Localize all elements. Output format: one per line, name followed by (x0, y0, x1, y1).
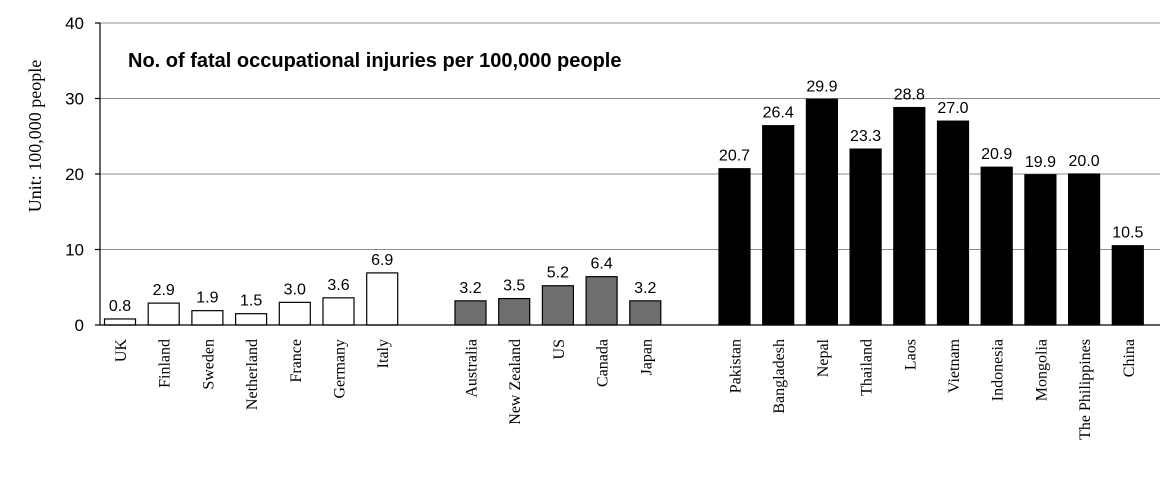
value-labels: 0.8 2.9 1.9 1.5 3.0 3.6 6.9 3.2 3.5 5.2 6.4 3.2 20.7… (109, 78, 1144, 315)
category-label-pakistan: Pakistan (728, 339, 745, 393)
bar-germany (322, 297, 355, 326)
value-label-france: 3.0 (284, 281, 306, 298)
bar-new-zealand (498, 297, 531, 326)
bar-france (278, 301, 311, 326)
category-label-thailand: Thailand (859, 339, 876, 396)
bar-pakistan (718, 168, 751, 326)
bar-italy (366, 272, 399, 326)
y-axis-title: Unit: 100,000 people (25, 60, 45, 212)
bar-finland (147, 302, 180, 326)
value-label-netherland: 1.5 (240, 293, 262, 310)
value-label-us: 5.2 (547, 265, 569, 282)
value-label-germany: 3.6 (327, 277, 349, 294)
category-label-australia: Australia (464, 339, 481, 398)
value-label-thailand: 23.3 (850, 128, 881, 145)
y-tick-label: 0 (75, 316, 84, 335)
bar-vietnam (936, 120, 970, 326)
category-label-us: US (551, 339, 568, 359)
y-tick-label: 20 (65, 165, 84, 184)
value-label-bangladesh: 26.4 (763, 105, 794, 122)
bar-sweden (191, 310, 224, 326)
bar-us (541, 285, 575, 326)
bar-bangladesh (762, 125, 795, 326)
value-label-australia: 3.2 (459, 280, 481, 297)
category-label-italy: Italy (375, 339, 392, 368)
chart-title: No. of fatal occupational injuries per 1… (128, 50, 621, 72)
category-label-france: France (288, 339, 305, 383)
bar-indonesia (980, 166, 1013, 326)
value-label-sweden: 1.9 (196, 290, 218, 307)
bar-nepal (805, 98, 839, 326)
value-label-italy: 6.9 (371, 252, 393, 269)
category-label-canada: Canada (595, 339, 612, 387)
bar-uk (103, 318, 137, 326)
bar-china (1111, 245, 1144, 326)
value-label-pakistan: 20.7 (719, 148, 750, 165)
value-label-canada: 6.4 (590, 256, 612, 273)
bars (103, 98, 1144, 326)
value-label-indonesia: 20.9 (981, 146, 1012, 163)
category-label-uk: UK (113, 339, 130, 363)
value-label-vietnam: 27.0 (937, 100, 968, 117)
bar-netherland (235, 313, 268, 326)
category-label-laos: Laos (902, 339, 919, 370)
category-label-germany: Germany (332, 339, 349, 399)
bar-canada (585, 276, 618, 326)
title-background (118, 40, 750, 80)
category-label-vietnam: Vietnam (946, 338, 963, 393)
bar-japan (629, 300, 662, 326)
category-label-bangladesh: Bangladesh (771, 339, 788, 414)
bar-thailand (849, 148, 882, 326)
value-label-mongolia: 19.9 (1025, 154, 1056, 171)
category-label-china: China (1121, 339, 1138, 377)
category-label-netherland: Netherland (244, 339, 261, 410)
y-tick-label: 40 (65, 14, 84, 33)
category-label-indonesia: Indonesia (990, 339, 1007, 401)
bar-australia (454, 300, 487, 326)
value-label-nepal: 29.9 (806, 78, 837, 95)
bar-laos (893, 106, 926, 326)
value-label-finland: 2.9 (153, 282, 175, 299)
category-label-new-zealand: New Zealand (507, 339, 524, 425)
category-label-sweden: Sweden (200, 339, 217, 390)
category-label-the-philippines: The Philippines (1077, 339, 1094, 440)
bar-mongolia (1024, 174, 1057, 326)
value-label-new-zealand: 3.5 (503, 278, 525, 295)
axes: 0 10 20 30 40 UK Finland Sweden Netherland France… (65, 14, 1160, 440)
bar-the-philippines (1067, 173, 1101, 326)
value-label-china: 10.5 (1112, 225, 1143, 242)
category-label-nepal: Nepal (815, 338, 832, 377)
category-label-japan: Japan (638, 339, 655, 375)
y-tick-label: 10 (65, 241, 84, 260)
value-label-laos: 28.8 (894, 87, 925, 104)
y-tick-label: 30 (65, 90, 84, 109)
value-label-japan: 3.2 (634, 280, 656, 297)
value-label-uk: 0.8 (109, 298, 131, 315)
category-label-finland: Finland (157, 339, 174, 388)
category-label-mongolia: Mongolia (1033, 339, 1050, 401)
value-label-the-philippines: 20.0 (1069, 153, 1100, 170)
